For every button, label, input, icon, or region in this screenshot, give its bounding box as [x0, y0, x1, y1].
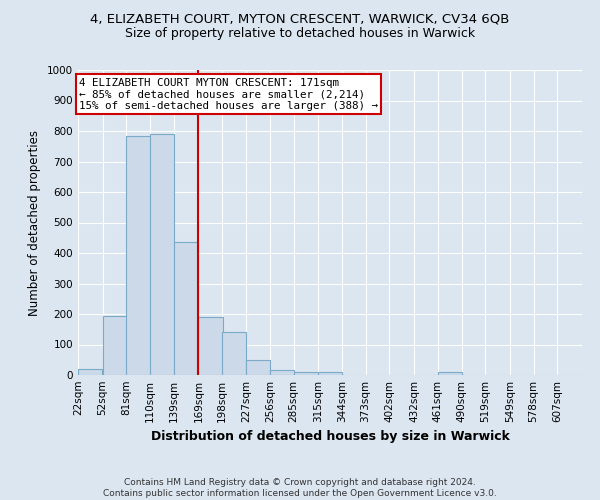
Bar [78, 369, 102, 375]
Bar [222, 332, 247, 375]
Text: 4, ELIZABETH COURT, MYTON CRESCENT, WARWICK, CV34 6QB: 4, ELIZABETH COURT, MYTON CRESCENT, WARW… [91, 12, 509, 26]
Bar [318, 372, 342, 375]
Bar [174, 242, 198, 375]
Text: Size of property relative to detached houses in Warwick: Size of property relative to detached ho… [125, 28, 475, 40]
Y-axis label: Number of detached properties: Number of detached properties [28, 130, 41, 316]
Bar [438, 372, 462, 375]
Bar [270, 370, 294, 375]
Text: Contains HM Land Registry data © Crown copyright and database right 2024.
Contai: Contains HM Land Registry data © Crown c… [103, 478, 497, 498]
Bar [199, 317, 223, 375]
Bar [293, 372, 318, 375]
Bar [103, 316, 127, 375]
X-axis label: Distribution of detached houses by size in Warwick: Distribution of detached houses by size … [151, 430, 509, 444]
Text: 4 ELIZABETH COURT MYTON CRESCENT: 171sqm
← 85% of detached houses are smaller (2: 4 ELIZABETH COURT MYTON CRESCENT: 171sqm… [79, 78, 378, 111]
Bar [150, 134, 174, 375]
Bar [246, 360, 270, 375]
Bar [127, 136, 151, 375]
